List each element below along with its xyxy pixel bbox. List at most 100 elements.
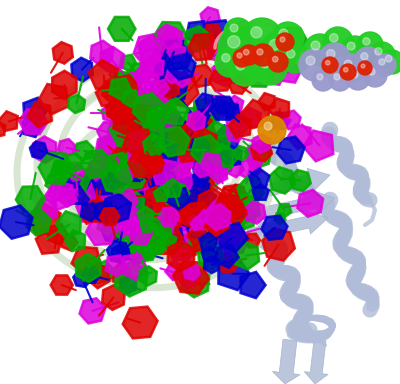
Circle shape [368,68,375,75]
Polygon shape [210,97,236,120]
Circle shape [344,60,352,68]
Polygon shape [138,145,161,169]
Polygon shape [136,152,152,168]
Polygon shape [133,93,163,124]
Polygon shape [113,175,138,203]
Polygon shape [140,158,159,177]
Polygon shape [120,147,146,170]
Polygon shape [109,163,130,184]
Polygon shape [234,146,248,160]
Polygon shape [118,138,140,161]
Polygon shape [130,63,144,76]
Polygon shape [187,221,206,238]
Polygon shape [98,134,121,159]
Polygon shape [111,160,130,177]
Polygon shape [120,55,136,71]
Circle shape [380,50,400,74]
Polygon shape [110,75,140,104]
Polygon shape [134,34,167,66]
Polygon shape [158,189,173,203]
Polygon shape [76,196,103,222]
Circle shape [374,54,396,76]
Polygon shape [251,141,272,161]
Polygon shape [158,157,182,179]
Polygon shape [165,204,189,227]
Polygon shape [139,188,169,220]
Polygon shape [132,175,160,200]
Polygon shape [118,87,133,104]
Polygon shape [48,187,63,201]
Polygon shape [172,130,193,154]
Polygon shape [137,152,151,167]
Polygon shape [282,111,300,129]
Circle shape [327,50,335,58]
Polygon shape [107,149,137,182]
Polygon shape [68,94,85,113]
Polygon shape [261,216,288,240]
Polygon shape [232,204,256,230]
Polygon shape [167,235,193,261]
Polygon shape [189,134,201,146]
Polygon shape [146,187,164,205]
Polygon shape [16,186,45,212]
Polygon shape [182,116,216,149]
Circle shape [329,69,351,91]
Polygon shape [165,175,196,206]
Polygon shape [134,172,164,202]
Polygon shape [197,137,212,152]
Polygon shape [138,207,154,222]
Polygon shape [94,144,119,169]
Polygon shape [113,113,134,134]
Polygon shape [139,142,170,173]
Polygon shape [136,185,155,204]
Polygon shape [219,227,249,254]
Circle shape [237,53,242,58]
Polygon shape [72,247,101,275]
Polygon shape [33,136,56,163]
Polygon shape [148,165,165,182]
Polygon shape [110,170,136,193]
Polygon shape [201,153,221,174]
Polygon shape [142,185,173,212]
Circle shape [243,50,249,55]
Circle shape [361,64,365,68]
Polygon shape [97,122,120,142]
Polygon shape [102,167,125,191]
Polygon shape [124,187,145,210]
Polygon shape [224,49,242,68]
Polygon shape [137,165,163,190]
Polygon shape [127,185,151,210]
Polygon shape [89,197,108,217]
Polygon shape [141,56,162,78]
Polygon shape [269,98,289,119]
Polygon shape [166,133,185,152]
Polygon shape [117,142,146,171]
Polygon shape [218,257,250,290]
Polygon shape [68,165,84,181]
Polygon shape [244,60,262,77]
Polygon shape [65,230,85,251]
Polygon shape [279,61,301,83]
Polygon shape [133,192,150,212]
Polygon shape [238,67,254,83]
Polygon shape [36,228,62,254]
Polygon shape [229,71,242,83]
Polygon shape [109,71,133,95]
Circle shape [272,22,304,54]
Polygon shape [186,183,206,202]
Polygon shape [121,254,147,280]
Polygon shape [135,210,151,225]
Polygon shape [152,172,179,199]
Polygon shape [229,185,246,202]
Polygon shape [204,24,222,41]
Circle shape [338,54,366,82]
Polygon shape [213,125,239,151]
Polygon shape [128,179,155,202]
Polygon shape [165,195,187,218]
Polygon shape [155,163,175,185]
Polygon shape [184,195,196,208]
Polygon shape [154,80,169,96]
Polygon shape [146,201,160,216]
Polygon shape [108,17,136,41]
Circle shape [346,66,370,90]
